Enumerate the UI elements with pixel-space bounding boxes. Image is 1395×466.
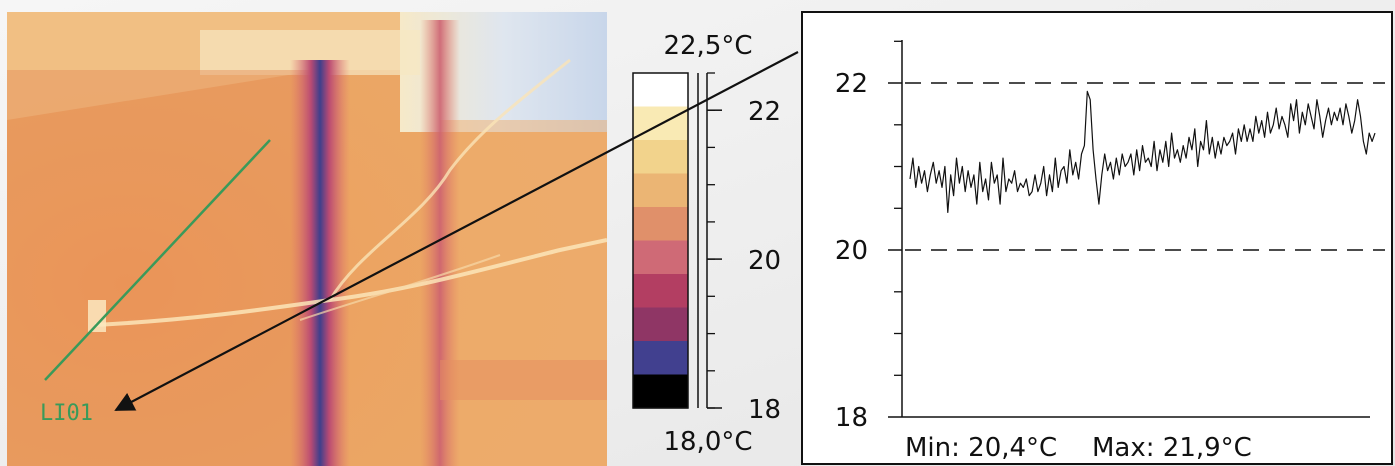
scale-tick-label: 22	[748, 97, 781, 127]
scale-band	[633, 374, 688, 409]
scale-band	[633, 173, 688, 208]
thermal-image: LI01	[7, 12, 607, 466]
connector-arrow	[114, 51, 799, 411]
color-scale: 22,5°C 18,0°C 22 20 18	[632, 31, 781, 457]
scale-frame	[632, 72, 689, 409]
scale-band	[633, 240, 688, 275]
profile-line-label: LI01	[40, 401, 93, 426]
scale-ticks: 22 20 18	[707, 72, 781, 425]
chart-y-ticks: 22 20 18	[835, 40, 902, 433]
min-stat: Min: 20,4°C	[905, 433, 1057, 463]
scale-tick-label: 18	[748, 395, 781, 425]
chart-frame	[801, 11, 1393, 465]
scale-band	[633, 307, 688, 342]
chart-series	[909, 90, 1376, 213]
temperature-profile-chart: 22 20 18 Min: 20,4°C Max: 21,9°C	[801, 11, 1393, 465]
scale-band	[633, 274, 688, 309]
scale-band	[633, 207, 688, 242]
scale-band	[633, 73, 688, 108]
temperature-series-line	[909, 90, 1376, 213]
scale-min-label: 18,0°C	[663, 427, 752, 457]
chart-gridlines	[905, 82, 1385, 251]
scale-max-label: 22,5°C	[663, 31, 752, 61]
y-tick-label: 18	[835, 403, 868, 433]
scale-tick-label: 20	[748, 246, 781, 276]
scale-band	[633, 140, 688, 175]
max-stat: Max: 21,9°C	[1092, 433, 1252, 463]
profile-line	[44, 139, 271, 381]
y-tick-label: 22	[835, 69, 868, 99]
scale-band	[633, 341, 688, 376]
y-tick-label: 20	[835, 236, 868, 266]
